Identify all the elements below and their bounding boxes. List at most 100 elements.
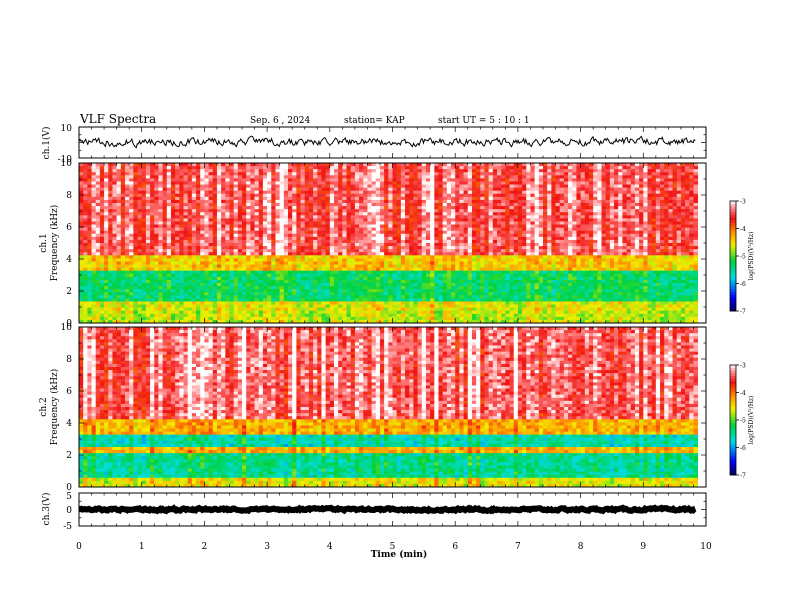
spectrogram-cell bbox=[559, 169, 565, 173]
spectrogram-cell bbox=[421, 236, 427, 241]
spectrogram-cell bbox=[630, 178, 636, 182]
spectrogram-cell bbox=[129, 252, 134, 256]
spectrogram-cell bbox=[492, 212, 498, 216]
spectrogram-cell bbox=[413, 184, 418, 189]
spectrogram-cell bbox=[183, 215, 189, 219]
spectrogram-cell bbox=[563, 166, 569, 170]
spectrogram-cell bbox=[363, 172, 368, 176]
spectrogram-cell bbox=[359, 224, 364, 229]
spectrogram-cell bbox=[484, 218, 490, 222]
spectrogram-cell bbox=[526, 196, 531, 201]
spectrogram-cell bbox=[672, 239, 678, 244]
spectrogram-cell bbox=[187, 261, 193, 265]
spectrogram-cell bbox=[497, 166, 502, 170]
spectrogram-cell bbox=[175, 187, 180, 192]
spectrogram-cell bbox=[392, 221, 398, 225]
spectrogram-cell bbox=[133, 221, 138, 225]
spectrogram-cell bbox=[563, 209, 569, 213]
spectrogram-cell bbox=[233, 203, 239, 207]
spectrogram-cell bbox=[693, 203, 699, 207]
spectrogram-cell bbox=[175, 175, 180, 179]
spectrogram-cell bbox=[91, 258, 97, 262]
spectrogram-cell bbox=[170, 199, 176, 204]
spectrogram-cell bbox=[417, 255, 423, 259]
spectrogram-cell bbox=[522, 181, 527, 185]
spectrogram-cell bbox=[120, 261, 126, 265]
spectrogram-cell bbox=[680, 243, 686, 247]
spectrogram-cell bbox=[258, 246, 264, 250]
spectrogram-cell bbox=[584, 166, 590, 170]
spectrogram-cell bbox=[614, 227, 619, 232]
spectrogram-cell bbox=[321, 187, 327, 192]
spectrogram-cell bbox=[363, 166, 368, 170]
spectrogram-cell bbox=[212, 224, 218, 229]
spectrogram-cell bbox=[651, 215, 657, 219]
spectrogram-cell bbox=[363, 224, 368, 229]
spectrogram-cell bbox=[526, 212, 531, 216]
spectrogram-cell bbox=[379, 209, 385, 213]
spectrogram-cell bbox=[484, 190, 490, 195]
spectrogram-cell bbox=[371, 227, 377, 232]
spectrogram-cell bbox=[676, 236, 682, 241]
spectrogram-cell bbox=[262, 209, 268, 213]
spectrogram-cell bbox=[551, 163, 556, 167]
spectrogram-cell bbox=[614, 233, 619, 238]
spectrogram-cell bbox=[609, 187, 615, 192]
spectrogram-cell bbox=[634, 175, 640, 179]
spectrogram-cell bbox=[693, 209, 699, 213]
spectrogram-cell bbox=[346, 233, 352, 238]
spectrogram-cell bbox=[434, 199, 439, 204]
spectrogram-cell bbox=[471, 199, 477, 204]
spectrogram-cell bbox=[409, 224, 414, 229]
spectrogram-cell bbox=[283, 175, 289, 179]
spectrogram-cell bbox=[680, 224, 686, 229]
spectrogram-cell bbox=[693, 221, 699, 225]
spectrogram-cell bbox=[95, 199, 101, 204]
spectrogram-cell bbox=[346, 255, 352, 259]
spectrogram-cell bbox=[359, 227, 364, 232]
spectrogram-cell bbox=[124, 206, 130, 210]
spectrogram-cell bbox=[559, 209, 565, 213]
spectrogram-cell bbox=[183, 221, 189, 225]
spectrogram-cell bbox=[455, 233, 460, 238]
spectrogram-cell bbox=[601, 172, 607, 176]
spectrogram-cell bbox=[601, 233, 607, 238]
spectrogram-cell bbox=[542, 190, 548, 195]
spectrogram-cell bbox=[145, 233, 151, 238]
spectrogram-cell bbox=[242, 181, 247, 185]
spectrogram-cell bbox=[405, 224, 410, 229]
spectrogram-cell bbox=[179, 255, 184, 259]
spectrogram-cell bbox=[476, 190, 481, 195]
spectrogram-cell bbox=[296, 252, 301, 256]
spectrogram-cell bbox=[388, 261, 393, 265]
spectrogram-cell bbox=[200, 169, 205, 173]
spectrogram-cell bbox=[154, 212, 159, 216]
spectrogram-cell bbox=[166, 215, 172, 219]
spectrogram-cell bbox=[204, 218, 209, 222]
spectrogram-cell bbox=[367, 203, 372, 207]
spectrogram-cell bbox=[325, 239, 331, 244]
spectrogram-cell bbox=[221, 172, 226, 176]
spectrogram-cell bbox=[145, 196, 151, 201]
spectrogram-cell bbox=[175, 206, 180, 210]
spectrogram-cell bbox=[672, 246, 678, 250]
spectrogram-cell bbox=[618, 166, 623, 170]
spectrogram-cell bbox=[501, 224, 506, 229]
spectrogram-cell bbox=[158, 261, 163, 265]
spectrogram-cell bbox=[179, 221, 184, 225]
spectrogram-cell bbox=[346, 178, 352, 182]
spectrogram-cell bbox=[87, 178, 92, 182]
spectrogram-cell bbox=[622, 209, 627, 213]
spectrogram-cell bbox=[618, 218, 623, 222]
spectrogram-cell bbox=[279, 199, 285, 204]
spectrogram-cell bbox=[451, 227, 456, 232]
spectrogram-cell bbox=[317, 258, 322, 262]
spectrogram-cell bbox=[693, 184, 699, 189]
spectrogram-cell bbox=[455, 166, 460, 170]
spectrogram-cell bbox=[580, 233, 586, 238]
spectrogram-cell bbox=[179, 166, 184, 170]
spectrogram-cell bbox=[254, 252, 260, 256]
spectrogram-cell bbox=[459, 218, 464, 222]
spectrogram-cell bbox=[568, 209, 573, 213]
spectrogram-cell bbox=[626, 221, 632, 225]
